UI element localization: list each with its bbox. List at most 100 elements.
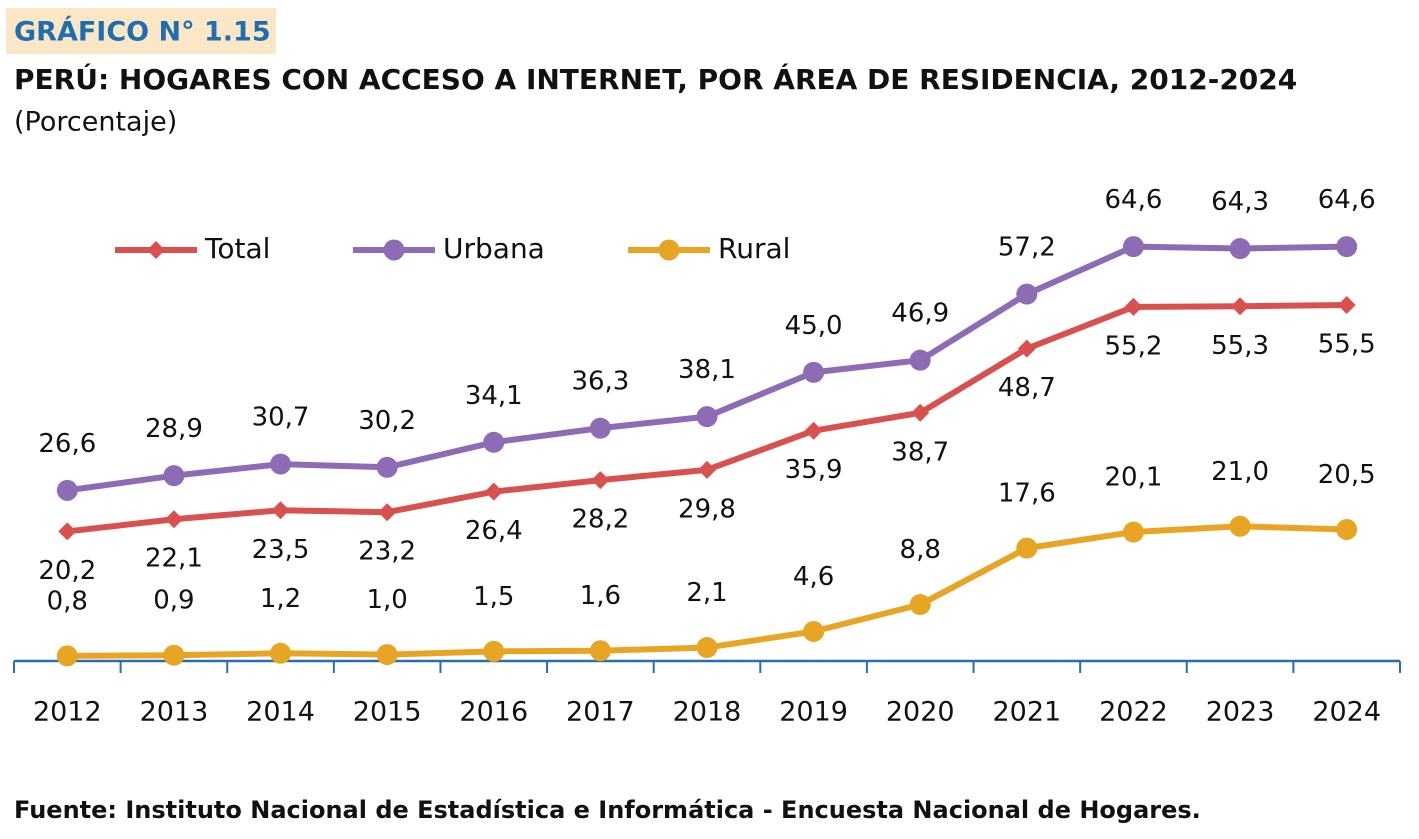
chart-title: PERÚ: HOGARES CON ACCESO A INTERNET, POR…: [14, 62, 1297, 96]
point-marker: [1016, 283, 1038, 305]
value-label: 30,7: [252, 403, 310, 433]
value-label: 64,6: [1318, 185, 1376, 215]
point-marker: [376, 456, 398, 478]
point-marker: [696, 637, 718, 659]
point-marker: [376, 644, 398, 666]
value-label: 30,2: [358, 406, 416, 436]
point-marker: [1124, 297, 1143, 316]
value-label: 48,7: [998, 373, 1056, 403]
value-label: 26,4: [465, 516, 523, 546]
value-label: 38,1: [678, 355, 736, 385]
point-marker: [484, 482, 503, 501]
value-label: 55,5: [1318, 330, 1376, 360]
legend-marker: [383, 239, 405, 261]
point-marker: [803, 361, 825, 383]
x-tick-label: 2019: [779, 697, 848, 728]
point-marker: [698, 460, 716, 479]
point-marker: [589, 640, 611, 662]
point-marker: [483, 431, 505, 453]
legend-label: Urbana: [443, 232, 545, 265]
value-label: 0,8: [47, 586, 88, 616]
x-tick-label: 2024: [1312, 697, 1381, 728]
value-label: 4,6: [793, 562, 834, 592]
point-marker: [909, 594, 931, 616]
value-label: 20,5: [1318, 460, 1376, 490]
value-label: 64,6: [1105, 185, 1163, 215]
point-marker: [483, 640, 505, 662]
value-label: 20,1: [1105, 463, 1163, 493]
point-marker: [1336, 236, 1358, 258]
point-marker: [909, 349, 931, 371]
value-label: 28,2: [571, 505, 629, 535]
point-marker: [803, 620, 825, 642]
x-tick-label: 2014: [246, 697, 315, 728]
value-label: 55,3: [1211, 331, 1269, 361]
point-marker: [270, 642, 292, 664]
chart-subtitle: (Porcentaje): [14, 107, 177, 138]
value-label: 34,1: [465, 381, 523, 411]
value-label: 29,8: [678, 494, 736, 524]
value-label: 38,7: [891, 437, 949, 467]
point-marker: [911, 403, 930, 422]
value-label: 26,6: [38, 429, 96, 459]
point-marker: [378, 503, 397, 522]
point-marker: [164, 510, 183, 529]
x-tick-label: 2022: [1099, 697, 1168, 728]
point-marker: [58, 522, 77, 541]
value-label: 57,2: [998, 233, 1056, 263]
legend-label: Rural: [718, 232, 790, 265]
source-note: Fuente: Instituto Nacional de Estadístic…: [14, 796, 1201, 824]
value-label: 2,1: [686, 578, 727, 608]
point-marker: [270, 453, 292, 475]
point-marker: [1122, 236, 1144, 258]
x-tick-label: 2021: [992, 697, 1061, 728]
value-label: 1,6: [580, 581, 621, 611]
point-marker: [1337, 296, 1356, 315]
point-marker: [1229, 238, 1251, 260]
value-label: 23,2: [358, 537, 416, 567]
value-label: 23,5: [252, 535, 310, 565]
point-marker: [1229, 515, 1251, 537]
point-marker: [804, 421, 823, 440]
label-box: [6, 8, 276, 54]
value-label: 28,9: [145, 414, 203, 444]
point-marker: [589, 417, 611, 439]
legend-label: Total: [204, 232, 270, 265]
value-label: 1,2: [260, 584, 301, 614]
point-marker: [163, 644, 185, 666]
x-tick-label: 2018: [673, 697, 742, 728]
value-label: 45,0: [785, 311, 843, 341]
x-tick-label: 2020: [886, 697, 955, 728]
point-marker: [696, 406, 718, 428]
value-label: 55,2: [1105, 331, 1163, 361]
x-tick-label: 2012: [33, 697, 102, 728]
value-label: 8,8: [900, 535, 941, 565]
point-marker: [1231, 297, 1250, 316]
x-tick-label: 2023: [1206, 697, 1275, 728]
legend-marker: [658, 239, 680, 261]
point-marker: [1122, 521, 1144, 543]
x-tick-label: 2016: [459, 697, 528, 728]
point-marker: [271, 501, 290, 520]
value-label: 22,1: [145, 544, 203, 574]
chart-label: GRÁFICO N° 1.15: [14, 16, 271, 48]
value-label: 21,0: [1211, 457, 1269, 487]
value-label: 64,3: [1211, 187, 1269, 217]
point-marker: [1336, 519, 1358, 541]
point-marker: [591, 471, 610, 490]
value-label: 1,5: [473, 582, 514, 612]
value-label: 20,2: [38, 556, 96, 586]
value-label: 46,9: [891, 299, 949, 329]
point-marker: [1016, 537, 1038, 559]
point-marker: [163, 465, 185, 487]
value-label: 1,0: [366, 585, 407, 615]
value-label: 36,3: [571, 367, 629, 397]
x-tick-label: 2015: [353, 697, 422, 728]
point-marker: [56, 479, 78, 501]
point-marker: [56, 645, 78, 667]
value-label: 0,9: [153, 586, 194, 616]
value-label: 17,6: [998, 479, 1056, 509]
x-tick-label: 2017: [566, 697, 635, 728]
point-marker: [1017, 339, 1036, 358]
